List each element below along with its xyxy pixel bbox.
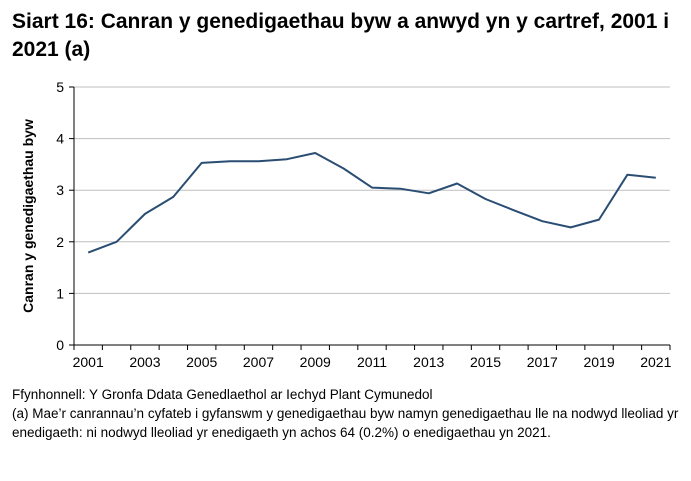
line-chart: 0 1 2 3 4 5 2001 2003 2005 2007 2009 2011 2013 2015 20… xyxy=(20,79,672,370)
x-tick-label: 2007 xyxy=(243,354,274,370)
x-tick-label: 2017 xyxy=(527,354,558,370)
source-note: Ffynhonnell: Y Gronfa Ddata Genedlaethol… xyxy=(12,387,433,402)
x-tick-label: 2001 xyxy=(73,354,104,370)
x-tick-label: 2003 xyxy=(129,354,160,370)
y-tick-label: 5 xyxy=(56,79,64,95)
x-tick-label: 2019 xyxy=(583,354,614,370)
chart-title: Siart 16: Canran y genedigaethau byw a a… xyxy=(12,10,670,61)
x-tick-label: 2011 xyxy=(357,354,387,370)
series-line xyxy=(87,152,656,254)
x-tick-label: 2013 xyxy=(413,354,444,370)
y-tick-label: 2 xyxy=(56,234,64,250)
x-tick-label: 2015 xyxy=(470,354,501,370)
x-tick-label: 2005 xyxy=(186,354,217,370)
y-tick-label: 3 xyxy=(56,182,64,198)
chart-notes: Ffynhonnell: Y Gronfa Ddata Genedlaethol… xyxy=(12,385,682,442)
y-tick-label: 4 xyxy=(56,131,64,147)
y-tick-label: 0 xyxy=(56,337,64,353)
x-tick-label: 2009 xyxy=(300,354,331,370)
y-axis-label: Canran y genedigaethau byw xyxy=(20,119,36,313)
footnote: (a) Mae’r canrannau’n cyfateb i gyfanswm… xyxy=(12,406,679,440)
y-tick-label: 1 xyxy=(56,285,64,301)
x-tick-label: 2021 xyxy=(640,354,671,370)
